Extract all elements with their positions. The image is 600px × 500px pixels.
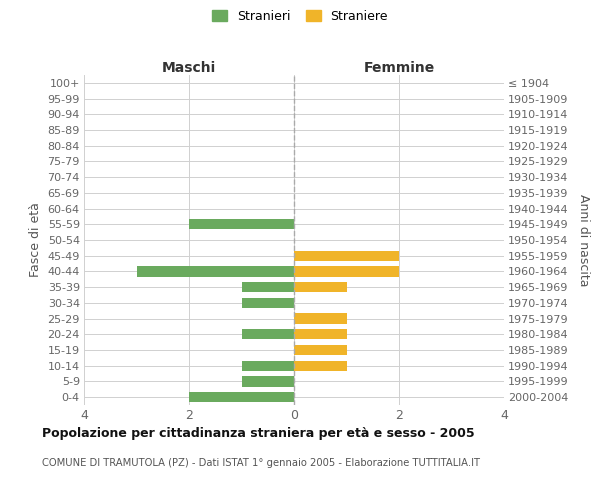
Bar [241, 329, 294, 340]
Text: Popolazione per cittadinanza straniera per età e sesso - 2005: Popolazione per cittadinanza straniera p… [42, 428, 475, 440]
Y-axis label: Anni di nascita: Anni di nascita [577, 194, 590, 286]
Bar [241, 282, 294, 292]
Bar [294, 329, 347, 340]
Bar [189, 219, 294, 230]
Y-axis label: Fasce di età: Fasce di età [29, 202, 42, 278]
Text: COMUNE DI TRAMUTOLA (PZ) - Dati ISTAT 1° gennaio 2005 - Elaborazione TUTTITALIA.: COMUNE DI TRAMUTOLA (PZ) - Dati ISTAT 1°… [42, 458, 480, 468]
Bar [189, 392, 294, 402]
Bar [137, 266, 294, 276]
Bar [294, 282, 347, 292]
Bar [241, 376, 294, 386]
Text: Maschi: Maschi [162, 61, 216, 75]
Bar [294, 266, 399, 276]
Bar [241, 298, 294, 308]
Bar [294, 360, 347, 371]
Bar [294, 250, 399, 261]
Legend: Stranieri, Straniere: Stranieri, Straniere [208, 6, 392, 26]
Text: Femmine: Femmine [364, 61, 434, 75]
Bar [294, 345, 347, 355]
Bar [294, 314, 347, 324]
Bar [241, 360, 294, 371]
